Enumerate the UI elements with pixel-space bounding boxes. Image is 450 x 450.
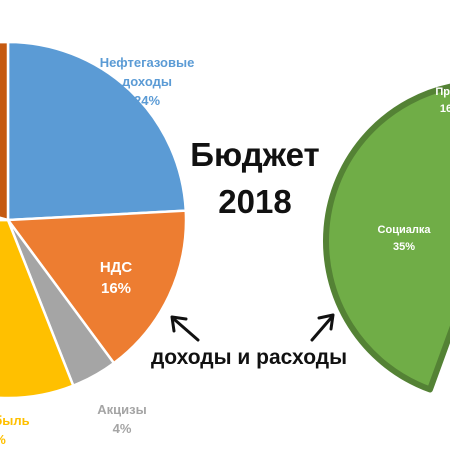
income-slice-1: [5, 209, 188, 365]
title-line-1: Бюджет: [190, 136, 319, 173]
arrow-left-icon: [170, 315, 200, 342]
income-slice-5: [0, 40, 10, 222]
expenses-label-1: Про16: [435, 86, 450, 115]
title-line-2: 2018: [218, 183, 291, 220]
subtitle: доходы и расходы: [151, 346, 347, 369]
income-slice-0: [6, 40, 188, 222]
income-label-0: Нефтегазовые доходы 24%: [100, 55, 195, 108]
income-label-1: НДС 16%: [100, 259, 133, 297]
arrow-right-icon: [310, 313, 335, 342]
income-label-3: прибыль%: [0, 413, 30, 447]
expenses-slice-0: [323, 83, 450, 393]
income-slice-3: [0, 218, 75, 400]
expenses-label-0: Социалка 35%: [378, 224, 432, 253]
income-label-2: Акцизы 4%: [97, 402, 146, 436]
